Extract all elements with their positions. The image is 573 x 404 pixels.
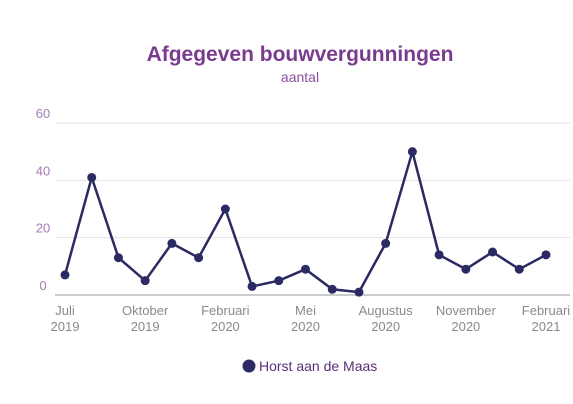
y-tick-label: 40: [36, 163, 50, 178]
point: [274, 276, 284, 286]
x-tick-label: Oktober 2019: [122, 303, 169, 334]
chart-title: Afgegeven bouwvergunningen: [147, 43, 454, 66]
y-tick-label: 20: [36, 221, 50, 236]
x-tick-label: November 2020: [436, 303, 497, 334]
point: [301, 264, 310, 274]
y-tick-label: 0: [39, 278, 46, 293]
x-tick-label: Juli 2019: [51, 303, 80, 334]
x-tick-label: Augustus 2020: [359, 303, 414, 334]
point: [434, 250, 444, 260]
point: [87, 172, 97, 182]
point: [167, 238, 177, 248]
point: [407, 147, 417, 157]
point: [354, 287, 364, 297]
point: [488, 247, 498, 257]
chart-subtitle: aantal: [281, 69, 319, 85]
legend-label: Horst aan de Maas: [259, 358, 377, 374]
x-tick-label: Mei 2020: [291, 303, 320, 334]
point: [220, 204, 230, 214]
x-tick-label: Februari 2021: [522, 303, 571, 334]
point: [327, 284, 337, 294]
x-tick-label: Februari 2020: [201, 303, 250, 334]
point: [194, 253, 204, 263]
point: [541, 250, 551, 260]
point: [381, 238, 391, 248]
y-tick-label: 60: [36, 106, 50, 121]
point: [247, 281, 257, 291]
point: [140, 276, 150, 286]
legend-marker: [242, 359, 256, 373]
point: [514, 264, 524, 274]
point: [60, 270, 70, 280]
point: [113, 253, 123, 263]
point: [461, 264, 471, 274]
